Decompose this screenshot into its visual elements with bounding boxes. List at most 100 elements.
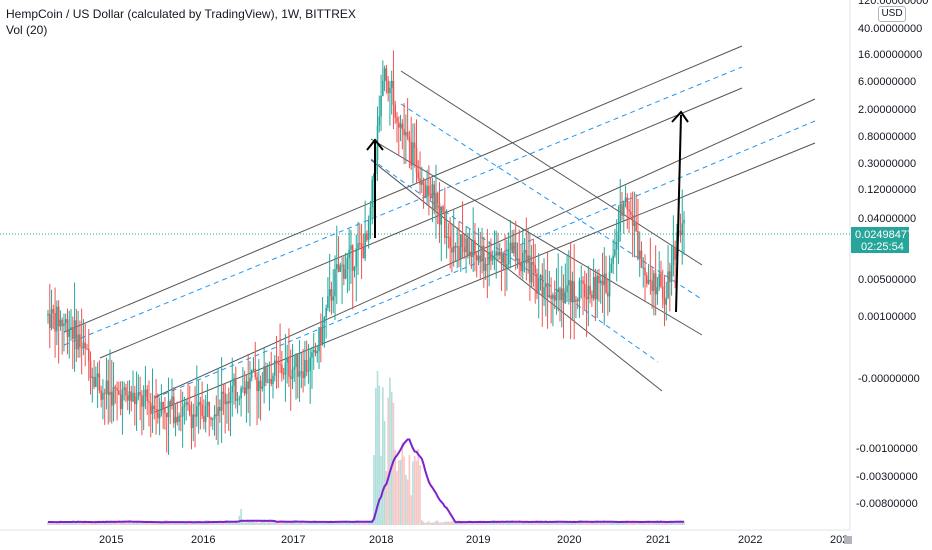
trend-channels[interactable] [63,45,816,413]
volume-bar [112,521,115,525]
price-axis[interactable]: 120.00000000 40.00000000 16.00000000 6.0000… [856,0,928,510]
candle-body [635,223,637,232]
candle-body [607,292,609,297]
candle-body [330,289,333,301]
candle-body [86,348,88,350]
candle-body [176,416,179,422]
candle-body [575,299,577,302]
countdown-value: 02:25:54 [861,241,904,253]
candle-body [47,313,49,316]
candle-body [279,364,281,366]
channel-line[interactable] [63,45,743,333]
annotation-arrow-2[interactable] [671,110,689,313]
candle-body [543,287,545,297]
volume-bar [555,520,558,525]
candle-body [506,264,508,268]
candle-body [252,368,255,370]
candle-body [436,192,439,204]
volume-bar [130,522,133,525]
candle-body [415,147,418,173]
time-tick-label: 2017 [281,534,305,546]
candle-body [447,236,450,238]
symbol-title[interactable]: HempCoin / US Dollar (calculated by Trad… [6,7,356,21]
channel-line[interactable] [63,66,743,346]
candle-body [174,416,177,424]
price-tick-label: -0.00000000 [858,373,920,385]
candle-body [59,319,62,327]
candle-body [452,246,455,253]
volume-bar [256,520,258,525]
time-axis[interactable]: 2015 2016 2017 2018 2019 2020 2021 2022 202 [99,534,848,546]
candle-body [187,402,189,406]
candle-body [367,219,370,241]
candle-body [266,382,269,384]
volume-bar [541,521,544,525]
candle-body [387,81,389,94]
candle-body [419,178,421,185]
volume-bar [160,522,163,525]
volume-bar [270,520,273,525]
volume-bar [635,521,637,525]
candle-body [87,348,90,361]
channel-line[interactable] [400,70,703,266]
volume-bar [484,521,487,525]
candle-body [151,405,154,414]
candle-body [309,357,311,371]
candle-body [243,387,246,394]
candle-body [516,258,519,261]
candle-body [380,95,382,117]
annotation-arrow-1[interactable] [366,138,384,238]
volume-bar [622,521,625,525]
candle-body [109,391,111,395]
candle-body [493,255,496,259]
volume-bar [557,521,560,525]
volume-bar [429,522,432,525]
candle-body [633,223,636,226]
candle-body [242,387,244,389]
channel-line[interactable] [154,120,816,399]
settings-corner-icon[interactable] [844,536,852,544]
channel-line[interactable] [400,103,701,299]
volume-bar [550,522,552,525]
channel-line[interactable] [370,159,663,392]
candle-body [137,392,140,397]
candle-body [288,358,290,377]
volume-bar [543,522,545,525]
candle-body [316,351,319,354]
candle-body [421,181,423,185]
candle-body [346,258,349,270]
channel-line[interactable] [370,158,659,363]
candle-body [89,360,92,379]
channel-line[interactable] [99,87,743,359]
candle-body [612,255,614,264]
volume-bar [665,522,668,525]
volume-bar [162,522,164,525]
volume-bar [562,522,565,525]
volume-bar [54,522,56,525]
candle-body [226,401,228,405]
channel-line[interactable] [154,142,816,413]
candle-body [621,203,623,216]
channel-line[interactable] [154,98,816,398]
price-tick-label: 0.80000000 [858,131,916,143]
candle-body [194,414,196,417]
currency-button[interactable]: USD [878,6,906,22]
candle-body [681,223,684,235]
candle-body [123,387,125,390]
volume-bar [325,521,327,525]
volume-bar [57,521,60,525]
volume-bar [523,521,526,525]
volume-indicator-label[interactable]: Vol (20) [6,23,48,37]
candle-body [234,377,237,401]
volume-bar [134,521,136,525]
volume-bar [661,521,664,525]
candle-body [327,295,329,308]
volume-bar [172,522,175,525]
volume-bar [142,522,145,525]
candle-body [513,242,515,253]
candle-body [335,264,338,270]
volume-bar [343,521,345,525]
channel-line[interactable] [370,138,703,336]
candle-body [215,414,218,416]
